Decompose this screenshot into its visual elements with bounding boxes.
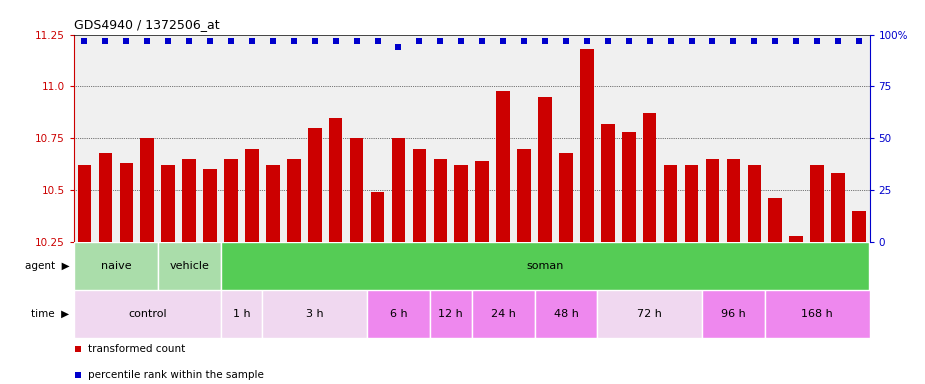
Bar bbox=[161, 165, 175, 242]
Text: percentile rank within the sample: percentile rank within the sample bbox=[88, 370, 265, 380]
Bar bbox=[371, 192, 385, 242]
Bar bbox=[141, 138, 154, 242]
Bar bbox=[367, 290, 430, 338]
Bar bbox=[598, 290, 702, 338]
Bar bbox=[702, 290, 765, 338]
Bar bbox=[538, 97, 552, 242]
Bar bbox=[78, 165, 92, 242]
Text: 12 h: 12 h bbox=[438, 309, 463, 319]
Bar bbox=[747, 165, 761, 242]
Bar bbox=[263, 290, 367, 338]
Bar bbox=[220, 242, 869, 290]
Bar bbox=[220, 290, 263, 338]
Bar bbox=[622, 132, 635, 242]
Text: 96 h: 96 h bbox=[722, 309, 746, 319]
Bar bbox=[769, 199, 783, 242]
Text: 168 h: 168 h bbox=[801, 309, 833, 319]
Bar bbox=[664, 165, 677, 242]
Bar bbox=[727, 159, 740, 242]
Bar bbox=[580, 49, 594, 242]
Text: transformed count: transformed count bbox=[88, 344, 186, 354]
Bar bbox=[224, 159, 238, 242]
Text: control: control bbox=[128, 309, 166, 319]
Text: vehicle: vehicle bbox=[169, 261, 209, 271]
Bar bbox=[706, 159, 720, 242]
Text: GDS4940 / 1372506_at: GDS4940 / 1372506_at bbox=[74, 18, 219, 31]
Bar bbox=[99, 153, 112, 242]
Bar bbox=[119, 163, 133, 242]
Bar bbox=[472, 290, 535, 338]
Bar bbox=[643, 113, 657, 242]
Bar bbox=[832, 174, 845, 242]
Text: naive: naive bbox=[101, 261, 131, 271]
Bar bbox=[434, 159, 447, 242]
Bar bbox=[245, 149, 259, 242]
Bar bbox=[765, 290, 869, 338]
Text: agent  ▶: agent ▶ bbox=[25, 261, 69, 271]
Bar bbox=[517, 149, 531, 242]
Bar bbox=[182, 159, 196, 242]
Bar bbox=[74, 242, 158, 290]
Text: time  ▶: time ▶ bbox=[31, 309, 69, 319]
Bar bbox=[308, 128, 322, 242]
Bar bbox=[350, 138, 364, 242]
Text: 72 h: 72 h bbox=[637, 309, 662, 319]
Bar bbox=[601, 124, 614, 242]
Text: 6 h: 6 h bbox=[389, 309, 407, 319]
Bar bbox=[789, 236, 803, 242]
Bar bbox=[535, 290, 598, 338]
Text: soman: soman bbox=[526, 261, 563, 271]
Bar bbox=[430, 290, 472, 338]
Bar bbox=[454, 165, 468, 242]
Bar bbox=[266, 165, 279, 242]
Bar bbox=[74, 290, 220, 338]
Text: 1 h: 1 h bbox=[233, 309, 251, 319]
Bar bbox=[287, 159, 301, 242]
Bar bbox=[810, 165, 824, 242]
Text: 3 h: 3 h bbox=[306, 309, 324, 319]
Bar bbox=[497, 91, 510, 242]
Bar bbox=[329, 118, 342, 242]
Bar bbox=[559, 153, 573, 242]
Bar bbox=[684, 165, 698, 242]
Text: 48 h: 48 h bbox=[553, 309, 578, 319]
Bar bbox=[158, 242, 220, 290]
Bar bbox=[475, 161, 489, 242]
Bar bbox=[852, 211, 866, 242]
Bar bbox=[413, 149, 426, 242]
Bar bbox=[391, 138, 405, 242]
Text: 24 h: 24 h bbox=[491, 309, 515, 319]
Bar bbox=[204, 169, 216, 242]
